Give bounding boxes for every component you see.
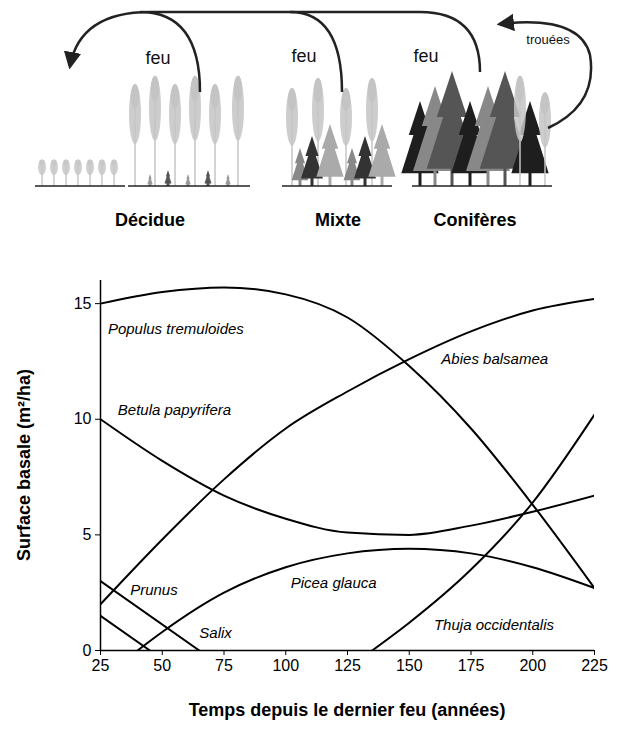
svg-text:175: 175 (458, 657, 485, 674)
svg-text:Thuja occidentalis: Thuja occidentalis (434, 616, 555, 633)
svg-text:5: 5 (83, 526, 92, 543)
svg-text:Prunus: Prunus (130, 581, 178, 598)
svg-text:Betula papyrifera: Betula papyrifera (118, 401, 231, 418)
svg-text:10: 10 (74, 410, 92, 427)
svg-text:Salix: Salix (199, 624, 232, 641)
svg-text:trouées: trouées (526, 32, 570, 47)
svg-text:Surface basale (m²/ha): Surface basale (m²/ha) (14, 369, 34, 561)
svg-text:Picea glauca: Picea glauca (291, 574, 377, 591)
svg-text:Décidue: Décidue (115, 210, 185, 230)
svg-text:225: 225 (581, 657, 608, 674)
svg-text:feu: feu (145, 48, 170, 68)
svg-text:25: 25 (92, 657, 110, 674)
svg-text:feu: feu (291, 46, 316, 66)
svg-text:150: 150 (396, 657, 423, 674)
svg-text:200: 200 (519, 657, 546, 674)
svg-text:100: 100 (272, 657, 299, 674)
svg-text:125: 125 (334, 657, 361, 674)
svg-text:0: 0 (83, 642, 92, 659)
svg-text:Mixte: Mixte (315, 210, 361, 230)
svg-text:feu: feu (413, 46, 438, 66)
svg-text:Temps depuis le dernier feu (a: Temps depuis le dernier feu (années) (189, 700, 506, 720)
svg-text:Abies balsamea: Abies balsamea (440, 350, 548, 367)
svg-text:50: 50 (153, 657, 171, 674)
svg-text:Conifères: Conifères (433, 210, 516, 230)
svg-text:Populus tremuloides: Populus tremuloides (108, 320, 244, 337)
svg-text:15: 15 (74, 295, 92, 312)
svg-text:75: 75 (215, 657, 233, 674)
